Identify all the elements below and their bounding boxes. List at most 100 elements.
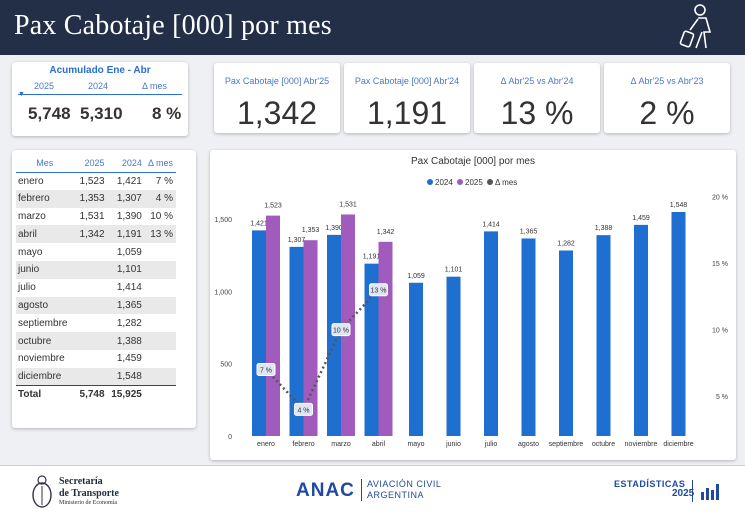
bar-2024 bbox=[559, 250, 573, 436]
legend-marker bbox=[487, 179, 493, 185]
kpi-card-delta-24: Δ Abr'25 vs Abr'24 13 % bbox=[474, 63, 600, 133]
table-cell: 1,459 bbox=[116, 353, 142, 365]
legend-label: 2025 bbox=[465, 178, 483, 187]
bar-2024 bbox=[409, 282, 423, 436]
table-cell bbox=[144, 296, 176, 315]
table-row[interactable]: septiembre 1,282 bbox=[16, 314, 176, 332]
table-row[interactable]: febrero 1,353 1,307 4 % bbox=[16, 189, 176, 208]
divider bbox=[18, 94, 182, 95]
bar-data-label: 1,101 bbox=[445, 267, 463, 274]
delta-label-box bbox=[369, 283, 388, 297]
table-cell bbox=[145, 243, 176, 261]
accumulated-2024-value: 5,310 bbox=[80, 104, 123, 123]
accumulated-2025-value: 5,748 bbox=[28, 104, 71, 123]
bar-data-label: 1,531 bbox=[339, 201, 357, 208]
col-header-month[interactable]: Mes bbox=[16, 155, 77, 173]
table-row[interactable]: julio 1,414 bbox=[16, 279, 176, 297]
y2-tick-label: 20 % bbox=[712, 195, 728, 202]
table-cell: septiembre bbox=[18, 317, 68, 329]
bar-2024 bbox=[289, 246, 304, 436]
anac-subtitle-1: AVIACIÓN CIVIL bbox=[367, 479, 442, 489]
bar-2025 bbox=[266, 215, 280, 436]
table-cell: noviembre bbox=[18, 353, 65, 365]
estadisticas-label: ESTADÍSTICAS bbox=[614, 479, 686, 489]
table-cell bbox=[76, 332, 108, 350]
accumulated-col-delta: Δ mes bbox=[142, 81, 168, 91]
kpi-card-abr24: Pax Cabotaje [000] Abr'24 1,191 bbox=[344, 63, 470, 133]
delta-label-box bbox=[294, 402, 313, 416]
y-tick-label: 1,000 bbox=[214, 289, 232, 296]
table-cell: diciembre bbox=[16, 367, 77, 386]
x-tick-label: diciembre bbox=[663, 441, 693, 448]
table-cell: febrero bbox=[16, 189, 77, 208]
bar-data-label: 1,307 bbox=[288, 237, 306, 244]
bar-2024 bbox=[252, 230, 266, 436]
accumulated-card: Acumulado Ene - Abr 2025 2024 Δ mes ▼ 5,… bbox=[12, 62, 188, 136]
monthly-bar-chart: Pax Cabotaje [000] por mes 2024 2025 Δ mes 0… bbox=[214, 156, 728, 448]
table-row[interactable]: noviembre 1,459 bbox=[16, 350, 176, 368]
col-header-2024[interactable]: 2024 bbox=[107, 155, 145, 173]
bar-data-label: 1,388 bbox=[595, 225, 613, 232]
table-cell: mayo bbox=[18, 246, 43, 258]
y2-tick-label: 15 % bbox=[712, 261, 728, 268]
bar-data-label: 1,548 bbox=[670, 202, 688, 209]
bar-data-label: 1,390 bbox=[325, 225, 343, 232]
delta-data-label: 7 % bbox=[260, 368, 272, 375]
bar-data-label: 1,523 bbox=[264, 203, 282, 210]
monthly-table: Mes 2025 2024 Δ mes enero 1,523 1,421 7 % fe… bbox=[16, 155, 176, 404]
table-cell: 1,523 bbox=[79, 175, 105, 187]
table-row[interactable]: mayo 1,059 bbox=[16, 243, 176, 261]
estadisticas-year: 2025 bbox=[672, 488, 695, 499]
table-cell: 1,388 bbox=[107, 332, 145, 350]
table-total-cell: Total bbox=[16, 385, 77, 404]
header-bar: Pax Cabotaje [000] por mes bbox=[0, 0, 745, 55]
table-cell: 7 % bbox=[155, 175, 173, 187]
bar-2024 bbox=[446, 276, 461, 436]
y2-tick-label: 5 % bbox=[716, 394, 728, 401]
table-cell: 1,531 bbox=[79, 210, 105, 222]
col-header-2025[interactable]: 2025 bbox=[76, 155, 108, 173]
table-row[interactable]: agosto 1,365 bbox=[16, 296, 176, 315]
table-cell: 13 % bbox=[144, 225, 176, 244]
table-row[interactable]: enero 1,523 1,421 7 % bbox=[16, 172, 176, 190]
table-row[interactable]: junio 1,101 bbox=[16, 260, 176, 279]
table-cell: 1,548 bbox=[107, 367, 145, 386]
bar-2024 bbox=[671, 211, 686, 436]
table-cell bbox=[144, 367, 176, 386]
col-header-delta[interactable]: Δ mes bbox=[144, 155, 176, 173]
kpi-label: Pax Cabotaje [000] Abr'25 bbox=[224, 76, 330, 86]
table-cell bbox=[144, 332, 176, 350]
kpi-value: 2 % bbox=[639, 95, 695, 131]
y-tick-label: 1,500 bbox=[214, 217, 232, 224]
kpi-card-abr25: Pax Cabotaje [000] Abr'25 1,342 bbox=[214, 63, 340, 133]
stats-divider bbox=[692, 480, 693, 502]
delta-data-label: 10 % bbox=[333, 328, 349, 335]
table-cell: 10 % bbox=[150, 210, 173, 222]
table-row[interactable]: octubre 1,388 bbox=[16, 332, 176, 350]
monthly-chart-card: Pax Cabotaje [000] por mes 2024 2025 Δ mes 0… bbox=[210, 150, 736, 460]
delta-data-label: 13 % bbox=[371, 288, 387, 295]
table-row[interactable]: marzo 1,531 1,390 10 % bbox=[16, 208, 176, 226]
x-tick-label: julio bbox=[484, 441, 498, 448]
secretaria-line3: Ministerio de Economía bbox=[59, 500, 117, 506]
accumulated-delta-value: 8 % bbox=[152, 104, 182, 123]
bar-data-label: 1,282 bbox=[557, 240, 575, 247]
bar-2024 bbox=[484, 231, 498, 436]
x-tick-label: junio bbox=[445, 441, 461, 448]
table-cell bbox=[76, 350, 107, 368]
kpi-value: 13 % bbox=[500, 95, 574, 131]
delta-label-box bbox=[331, 323, 351, 337]
table-cell: 1,059 bbox=[116, 246, 142, 258]
table-cell: 1,282 bbox=[116, 317, 142, 329]
table-row[interactable]: abril 1,342 1,191 13 % bbox=[16, 225, 176, 244]
delta-label-box bbox=[256, 363, 276, 377]
table-cell: junio bbox=[16, 260, 77, 279]
monthly-table-card: Mes 2025 2024 Δ mes enero 1,523 1,421 7 % fe… bbox=[12, 150, 196, 428]
secretaria-line1: Secretaría bbox=[59, 476, 103, 487]
table-row[interactable]: diciembre 1,548 bbox=[16, 367, 176, 386]
x-tick-label: enero bbox=[257, 441, 275, 448]
legend-label: Δ mes bbox=[495, 178, 517, 187]
kpi-value: 1,342 bbox=[236, 95, 318, 131]
legend-marker bbox=[427, 179, 433, 185]
bar-data-label: 1,365 bbox=[520, 228, 538, 235]
